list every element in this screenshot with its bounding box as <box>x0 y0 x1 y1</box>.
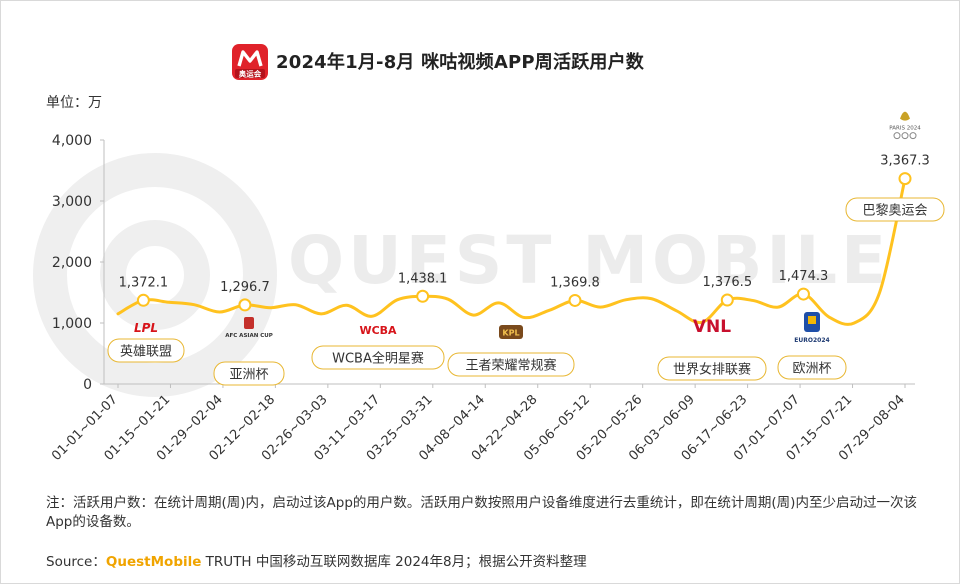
source-line: Source：QuestMobile TRUTH 中国移动互联网数据库 2024… <box>46 550 587 570</box>
data-value-label: 1,376.5 <box>702 275 752 290</box>
watermark-logo-icon <box>30 150 280 404</box>
data-value-label: 1,296.7 <box>220 280 270 295</box>
vnl-logo-icon: VNL <box>693 317 731 337</box>
source-brand: QuestMobile <box>105 554 202 570</box>
event-label-box <box>657 356 767 381</box>
data-value-label: 1,474.3 <box>779 269 829 284</box>
chart-title: 2024年1月-8月 咪咕视频APP周活跃用户数 <box>276 52 644 73</box>
event-label: 欧洲杯 <box>792 362 831 377</box>
data-point-marker <box>136 293 150 307</box>
svg-text:PARIS 2024: PARIS 2024 <box>889 126 921 132</box>
data-value-label: 1,438.1 <box>398 271 448 286</box>
data-value-label: 1,369.8 <box>550 275 600 290</box>
euro2024-logo-icon: EURO2024 <box>794 312 830 344</box>
svg-text:WCBA: WCBA <box>359 324 397 337</box>
y-tick-label: 1,000 <box>52 316 92 332</box>
y-tick-label: 0 <box>83 377 92 393</box>
event-label-box <box>213 361 285 386</box>
logo-label: 奥运会 <box>238 69 262 79</box>
event-label: 英雄联盟 <box>120 345 172 360</box>
title-row: 奥运会 2024年1月-8月 咪咕视频APP周活跃用户数 <box>0 44 960 80</box>
svg-text:AFC ASIAN CUP: AFC ASIAN CUP <box>225 333 273 339</box>
y-tick-label: 2,000 <box>52 255 92 271</box>
series-line <box>116 177 907 326</box>
paris-2024-logo-icon: PARIS 2024 <box>889 111 921 140</box>
svg-text:VNL: VNL <box>693 317 731 337</box>
event-label-box <box>845 197 945 222</box>
kpl-logo-icon: KPL <box>499 325 523 339</box>
watermark-text: QUEST MOBILE <box>288 222 891 299</box>
wcba-logo-icon: WCBA <box>359 324 397 337</box>
event-label: 亚洲杯 <box>229 368 268 383</box>
footnote: 注：活跃用户数：在统计周期(周)内，启动过该App的用户数。活跃用户数按照用户设… <box>46 495 917 530</box>
event-label: 巴黎奥运会 <box>862 204 927 219</box>
olympics-app-logo-icon: 奥运会 <box>232 44 268 80</box>
event-label: 世界女排联赛 <box>673 362 751 378</box>
data-point-marker <box>568 293 582 307</box>
data-value-label: 3,367.3 <box>880 154 930 169</box>
y-tick-label: 3,000 <box>52 194 92 210</box>
data-point-marker <box>416 289 430 303</box>
event-label-box <box>447 352 575 377</box>
source-prefix: Source： <box>46 554 106 570</box>
event-label-box <box>311 345 445 370</box>
event-label-box <box>777 355 847 380</box>
afc-asian-cup-logo-icon: AFC ASIAN CUP <box>225 317 273 339</box>
source-detail: TRUTH 中国移动互联网数据库 2024年8月；根据公开资料整理 <box>201 554 587 570</box>
data-point-marker <box>720 293 734 307</box>
event-label: 王者荣耀常规赛 <box>465 358 556 374</box>
svg-text:LPL: LPL <box>134 321 158 335</box>
lpl-logo-icon: LPL <box>134 321 158 335</box>
data-point-marker <box>796 287 810 301</box>
svg-text:EURO2024: EURO2024 <box>794 337 829 344</box>
data-value-label: 1,372.1 <box>119 275 169 290</box>
data-point-marker <box>238 298 252 312</box>
event-label: WCBA全明星赛 <box>332 351 424 367</box>
svg-text:KPL: KPL <box>502 329 519 338</box>
unit-label: 单位：万 <box>46 95 102 111</box>
y-tick-label: 4,000 <box>52 133 92 149</box>
event-label-box <box>107 338 185 363</box>
data-point-marker <box>898 172 912 186</box>
